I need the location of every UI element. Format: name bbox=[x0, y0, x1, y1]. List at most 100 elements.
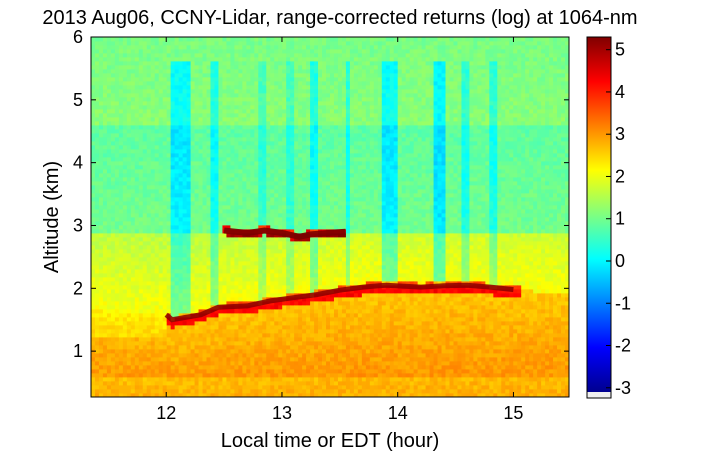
heatmap-cell bbox=[250, 377, 255, 382]
heatmap-cell bbox=[234, 249, 239, 254]
heatmap-cell bbox=[238, 257, 243, 262]
heatmap-cell bbox=[294, 369, 299, 374]
heatmap-cell bbox=[242, 209, 247, 214]
heatmap-cell bbox=[226, 85, 231, 90]
heatmap-cell bbox=[154, 253, 160, 258]
heatmap-cell bbox=[190, 377, 195, 382]
heatmap-cell bbox=[246, 105, 251, 110]
heatmap-cell bbox=[110, 313, 116, 318]
heatmap-cell bbox=[134, 65, 140, 70]
heatmap-cell bbox=[186, 341, 191, 346]
heatmap-cell bbox=[298, 169, 303, 174]
heatmap-cell bbox=[98, 41, 104, 46]
heatmap-cell bbox=[190, 373, 195, 378]
heatmap-cell bbox=[130, 269, 136, 274]
heatmap-cell bbox=[106, 41, 112, 46]
heatmap-cell bbox=[258, 149, 263, 154]
heatmap-cell bbox=[162, 149, 168, 154]
heatmap-cell bbox=[246, 173, 251, 178]
heatmap-cell bbox=[246, 73, 251, 78]
heatmap-cell bbox=[298, 345, 303, 350]
heatmap-cell bbox=[198, 269, 203, 274]
heatmap-cell bbox=[242, 309, 247, 314]
heatmap-cell bbox=[91, 149, 96, 154]
heatmap-cell bbox=[302, 77, 307, 82]
heatmap-cell bbox=[278, 133, 283, 138]
heatmap-cell bbox=[270, 233, 275, 238]
heatmap-cell bbox=[194, 257, 199, 262]
heatmap-cell bbox=[162, 237, 168, 242]
heatmap-cell bbox=[194, 353, 199, 358]
heatmap-cell bbox=[242, 389, 247, 394]
heatmap-cell bbox=[182, 393, 187, 397]
heatmap-cell bbox=[178, 325, 184, 330]
heatmap-cell bbox=[214, 93, 219, 98]
heatmap-cell bbox=[134, 125, 140, 130]
heatmap-cell bbox=[130, 249, 136, 254]
heatmap-cell bbox=[146, 289, 152, 294]
heatmap-cell bbox=[234, 237, 239, 242]
heatmap-cell bbox=[91, 133, 96, 138]
heatmap-cell bbox=[146, 353, 152, 358]
heatmap-cell bbox=[186, 109, 191, 114]
heatmap-cell bbox=[186, 173, 191, 178]
heatmap-cell bbox=[194, 193, 199, 198]
heatmap-cell bbox=[178, 129, 184, 134]
heatmap-cell bbox=[274, 181, 279, 186]
heatmap-cell bbox=[246, 277, 251, 282]
heatmap-cell bbox=[138, 109, 144, 114]
heatmap-cell bbox=[114, 49, 120, 54]
heatmap-cell bbox=[106, 337, 112, 342]
heatmap-cell bbox=[154, 153, 160, 158]
heatmap-cell bbox=[91, 109, 96, 114]
heatmap-cell bbox=[158, 181, 164, 186]
heatmap-cell bbox=[154, 341, 160, 346]
heatmap-cell bbox=[206, 261, 211, 266]
heatmap-cell bbox=[218, 161, 223, 166]
heatmap-cell bbox=[226, 177, 231, 182]
heatmap-cell bbox=[142, 369, 148, 374]
heatmap-cell bbox=[142, 305, 148, 310]
heatmap-cell bbox=[210, 301, 215, 306]
heatmap-cell bbox=[266, 337, 271, 342]
heatmap-cell bbox=[270, 153, 275, 158]
heatmap-cell bbox=[190, 261, 195, 266]
heatmap-cell bbox=[174, 273, 180, 278]
heatmap-cell bbox=[282, 357, 287, 362]
heatmap-cell bbox=[302, 269, 307, 274]
heatmap-cell bbox=[158, 109, 164, 114]
heatmap-cell bbox=[246, 241, 251, 246]
heatmap-cell bbox=[234, 353, 239, 358]
heatmap-cell bbox=[230, 361, 235, 366]
heatmap-cell bbox=[162, 229, 168, 234]
heatmap-cell bbox=[210, 73, 215, 78]
heatmap-cell bbox=[182, 93, 187, 98]
heatmap-cell bbox=[182, 381, 187, 386]
heatmap-cell bbox=[202, 301, 207, 306]
heatmap-cell bbox=[138, 117, 144, 122]
heatmap-cell bbox=[202, 153, 207, 158]
heatmap-cell bbox=[226, 145, 231, 150]
heatmap-cell bbox=[142, 249, 148, 254]
heatmap-cell bbox=[294, 185, 299, 190]
heatmap-cell bbox=[294, 321, 299, 326]
heatmap-cell bbox=[266, 169, 271, 174]
heatmap-cell bbox=[186, 229, 191, 234]
heatmap-cell bbox=[102, 201, 108, 206]
heatmap-cell bbox=[202, 165, 207, 170]
heatmap-cell bbox=[278, 269, 283, 274]
heatmap-cell bbox=[94, 245, 100, 250]
heatmap-cell bbox=[306, 93, 311, 98]
heatmap-cell bbox=[198, 217, 203, 222]
heatmap-cell bbox=[118, 197, 124, 202]
heatmap-cell bbox=[94, 385, 100, 390]
heatmap-cell bbox=[214, 373, 219, 378]
heatmap-cell bbox=[138, 361, 144, 366]
heatmap-cell bbox=[230, 357, 235, 362]
heatmap-cell bbox=[166, 97, 172, 102]
heatmap-cell bbox=[198, 273, 203, 278]
heatmap-cell bbox=[246, 37, 251, 42]
heatmap-cell bbox=[282, 305, 287, 310]
heatmap-cell bbox=[258, 357, 263, 362]
heatmap-cell bbox=[246, 269, 251, 274]
